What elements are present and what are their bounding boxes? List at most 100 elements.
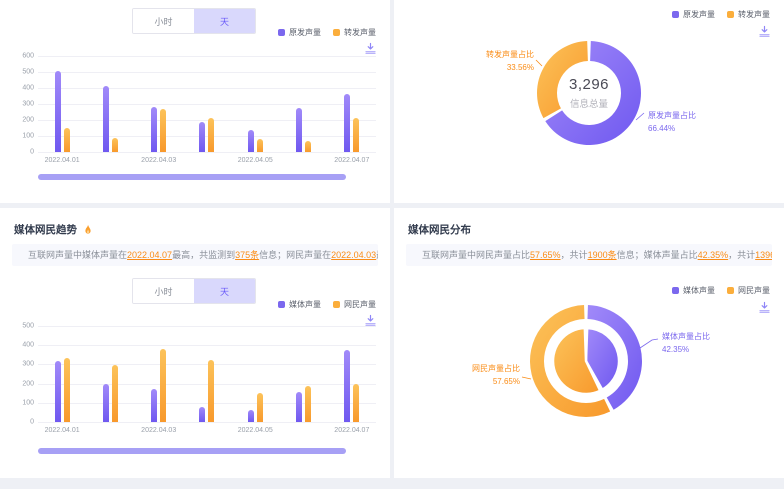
donut-slice[interactable]: 原发声量占比 66.44% (545, 41, 641, 146)
label-leader-line (639, 338, 659, 349)
bar[interactable] (353, 117, 360, 152)
legend-swatch-purple (672, 287, 679, 294)
chart-zoom-scrollbar[interactable] (38, 448, 346, 454)
chart-zoom-scrollbar[interactable] (38, 174, 346, 180)
donut-slice-label: 66.44% (648, 124, 675, 133)
legend-item-media[interactable]: 媒体声量 (672, 285, 715, 296)
legend: 媒体声量 网民声量 (672, 285, 770, 296)
bar[interactable] (247, 130, 254, 152)
bar-group (199, 359, 215, 422)
bar[interactable] (208, 359, 215, 422)
bar[interactable] (102, 86, 109, 152)
bar[interactable] (256, 393, 263, 422)
bar[interactable] (344, 350, 351, 422)
download-icon[interactable] (364, 314, 377, 327)
legend-label: 媒体声量 (289, 300, 321, 309)
bar[interactable] (102, 383, 109, 422)
gridline (38, 152, 376, 153)
legend-label: 原发声量 (289, 28, 321, 37)
download-icon[interactable] (758, 301, 771, 314)
label-leader-line (635, 112, 645, 121)
download-icon[interactable] (758, 25, 771, 38)
gridline (38, 72, 376, 73)
legend-item-netizen[interactable]: 网民声量 (333, 299, 376, 310)
bar[interactable] (256, 139, 263, 152)
bar[interactable] (353, 383, 360, 422)
inner-pie-slice[interactable] (584, 326, 621, 392)
panel-title-row: 媒体网民趋势 (14, 222, 94, 237)
legend-swatch-purple (278, 301, 285, 308)
bar[interactable] (344, 94, 351, 152)
toggle-day-button[interactable]: 天 (194, 279, 255, 303)
x-axis-tick: 2022.04.05 (237, 157, 273, 164)
x-axis-tick: 2022.04.05 (237, 427, 273, 434)
y-axis-tick: 500 (22, 322, 34, 330)
gridline (38, 364, 376, 366)
media-netizen-distribution-donut-chart: 媒体声量占比 42.35% 媒体声量占比 42.35% 网民声量占比 57.65% 网民… (394, 208, 784, 478)
bar-group: 2022.04.07 (334, 350, 369, 434)
toggle-hour-button[interactable]: 小时 (133, 9, 194, 33)
bar[interactable] (160, 349, 167, 422)
legend-item-original[interactable]: 原发声量 (278, 27, 321, 38)
legend-item-repost[interactable]: 转发声量 (727, 9, 770, 20)
bar[interactable] (199, 121, 206, 152)
toggle-hour-button[interactable]: 小时 (133, 279, 194, 303)
legend-item-original[interactable]: 原发声量 (672, 9, 715, 20)
legend-item-netizen[interactable]: 网民声量 (727, 285, 770, 296)
bar[interactable] (199, 406, 206, 422)
legend: 媒体声量 网民声量 (278, 299, 376, 310)
y-axis-tick: 0 (30, 418, 34, 426)
legend-swatch-purple (278, 29, 285, 36)
bar[interactable] (305, 140, 312, 152)
y-axis-tick: 600 (22, 52, 34, 60)
y-axis-tick: 400 (22, 84, 34, 92)
bar[interactable] (151, 388, 158, 422)
download-icon[interactable] (364, 42, 377, 55)
label-leader-line (535, 59, 543, 67)
bar[interactable] (54, 360, 61, 422)
gridline (38, 56, 376, 57)
bar[interactable] (111, 365, 118, 422)
x-axis-tick: 2022.04.03 (141, 157, 177, 164)
donut-slice[interactable]: 媒体声量占比 42.35% (587, 305, 642, 410)
bar-group: 2022.04.03 (141, 349, 176, 434)
donut-slice-label: 原发声量占比 (648, 110, 696, 120)
donut-slice[interactable]: 网民声量占比 57.65% (530, 305, 611, 417)
bar-group: 2022.04.05 (238, 130, 273, 164)
panel-media-netizen-distribution: 媒体网民分布 互联网声量中网民声量占比57.65%，共计1900条信息；媒体声量… (394, 208, 784, 478)
bar-group: 2022.04.05 (238, 393, 273, 434)
legend-item-repost[interactable]: 转发声量 (333, 27, 376, 38)
bar[interactable] (63, 358, 70, 422)
bar[interactable] (296, 108, 303, 152)
x-axis-tick: 2022.04.07 (334, 427, 370, 434)
bar[interactable] (305, 386, 312, 422)
overall-trend-bar-chart: 0 100 200 300 400 500 600 2022.04.01 2022.04.03 2… (10, 52, 380, 166)
bar[interactable] (160, 109, 167, 152)
bar[interactable] (63, 128, 70, 152)
bar[interactable] (54, 71, 61, 152)
bar[interactable] (247, 410, 254, 422)
donut-slice-label: 33.56% (507, 63, 534, 72)
bar[interactable] (296, 392, 303, 422)
time-granularity-toggle: 小时 天 (132, 278, 256, 304)
gridline (38, 402, 376, 404)
x-axis-tick: 2022.04.01 (44, 157, 80, 164)
overall-distribution-donut-chart: 原发声量占比 66.44% 原发声量占比 66.44% 转发声量占比 33.56% 转发… (394, 0, 784, 203)
y-axis-tick: 200 (22, 380, 34, 388)
y-axis-tick: 0 (30, 148, 34, 156)
inner-pie-slice[interactable] (551, 326, 602, 396)
legend-swatch-orange (333, 301, 340, 308)
legend-item-media[interactable]: 媒体声量 (278, 299, 321, 310)
bar[interactable] (111, 137, 118, 152)
bar[interactable] (151, 107, 158, 152)
y-axis-tick: 100 (22, 132, 34, 140)
donut-slice[interactable]: 转发声量占比 33.56% (537, 41, 588, 119)
bar-group: 2022.04.03 (141, 107, 176, 164)
bar[interactable] (208, 117, 215, 152)
panel-title: 媒体网民分布 (408, 224, 471, 236)
legend-swatch-orange (727, 11, 734, 18)
toggle-day-button[interactable]: 天 (194, 9, 255, 33)
panel-description: 互联网声量中媒体声量在2022.04.07最高，共监测到375条信息；网民声量在… (12, 244, 378, 266)
legend-swatch-orange (333, 29, 340, 36)
